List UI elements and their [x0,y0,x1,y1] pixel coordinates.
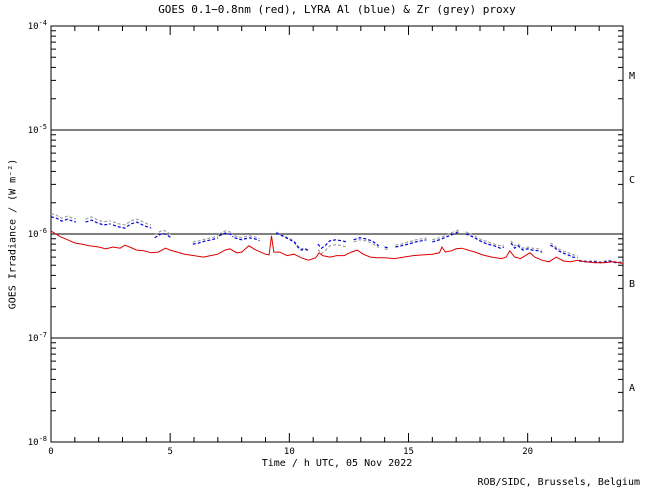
goes-series [50,230,624,264]
flare-class-label-a: A [629,383,636,394]
zr-series-segment [510,240,543,251]
zr-series-segment [275,231,309,251]
zr-series-segment [192,235,218,243]
credit-footer: ROB/SIDC, Brussels, Belgium [477,477,640,488]
zr-series-segment [549,242,578,257]
x-tick-label: 0 [48,447,54,457]
al-series-segment [384,246,390,249]
x-tick-label: 10 [283,447,295,457]
zr-series-segment [234,235,260,240]
al-series-segment [395,239,427,248]
zr-series-segment [353,239,380,249]
y-tick-label: 10-8 [27,435,47,448]
al-series-segment [112,221,152,229]
zr-series-segment [395,237,427,246]
x-tick-label: 15 [403,447,414,457]
al-series-segment [432,231,461,243]
zr-series-segment [112,218,152,226]
axis-ticks [50,25,624,443]
x-tick-label: 5 [167,447,173,457]
flare-class-label-m: M [629,71,636,82]
al-series-segment [510,242,543,253]
chart-title: GOES 0.1−0.8nm (red), LYRA Al (blue) & Z… [158,3,516,16]
x-axis-label: Time / h UTC, 05 Nov 2022 [261,458,413,469]
al-series-segment [275,232,309,252]
zr-series-segment [154,229,172,236]
al-series [50,216,623,264]
zr-series-segment [465,231,504,247]
zr-series-segment [317,243,347,255]
flare-class-label-c: C [629,175,636,186]
flare-class-label-b: B [629,279,636,290]
al-series-segment [234,237,260,242]
y-tick-label: 10-4 [27,19,47,32]
zr-series-segment [50,213,77,220]
al-series-segment [317,239,347,249]
al-series-segment [85,219,111,226]
al-series-segment [550,244,578,259]
y-tick-label: 10-7 [27,331,47,344]
zr-series [50,213,623,263]
y-tick-label: 10-6 [27,227,47,240]
y-tick-label: 10-5 [27,123,47,136]
zr-series-segment [85,216,111,223]
al-series-segment [465,233,504,249]
al-series-segment [353,237,380,247]
zr-series-segment [384,248,390,251]
goes-series-segment [50,230,624,264]
al-series-segment [192,237,218,245]
x-tick-label: 20 [522,447,534,457]
al-series-segment [154,232,172,239]
zr-series-segment [432,229,461,241]
